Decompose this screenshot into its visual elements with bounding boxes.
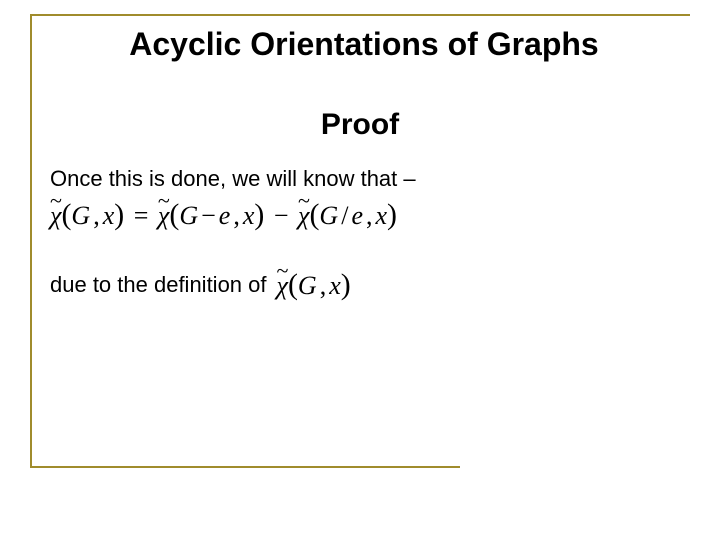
slide: Acyclic Orientations of Graphs Proof Onc…	[0, 0, 720, 540]
chi-tilde: ~ χ	[298, 201, 309, 231]
arg-G: G	[179, 201, 198, 230]
minus-sign: −	[198, 201, 219, 230]
arg-x: x	[103, 201, 115, 230]
equation-inline: ~ χ (G,x)	[277, 268, 351, 302]
rparen: )	[387, 198, 397, 231]
chi-tilde: ~ χ	[277, 271, 288, 301]
arg-G: G	[319, 201, 338, 230]
rparen: )	[254, 198, 264, 231]
slash-sign: /	[338, 201, 351, 230]
arg-G: G	[71, 201, 90, 230]
arg-e: e	[351, 201, 363, 230]
tilde-icon: ~	[158, 188, 170, 214]
chi-tilde: ~ χ	[158, 201, 169, 231]
rparen: )	[114, 198, 124, 231]
lparen: (	[288, 268, 298, 301]
minus-sign: −	[271, 201, 292, 230]
arg-x: x	[375, 201, 387, 230]
frame-left	[30, 14, 32, 466]
proof-line-2: due to the definition of ~ χ (G,x)	[50, 268, 351, 302]
frame-bottom	[30, 466, 460, 468]
comma: ,	[363, 201, 376, 230]
slide-subtitle: Proof	[0, 108, 720, 142]
arg-G: G	[298, 271, 317, 300]
arg-x: x	[329, 271, 341, 300]
lparen: (	[169, 198, 179, 231]
slide-title: Acyclic Orientations of Graphs	[54, 26, 674, 63]
equals-sign: =	[131, 201, 152, 230]
lparen: (	[61, 198, 71, 231]
comma: ,	[230, 201, 243, 230]
rparen: )	[341, 268, 351, 301]
chi-tilde: ~ χ	[50, 201, 61, 231]
frame-top	[30, 14, 690, 16]
arg-e: e	[219, 201, 231, 230]
tilde-icon: ~	[298, 188, 310, 214]
comma: ,	[317, 271, 330, 300]
tilde-icon: ~	[277, 258, 289, 284]
proof-line-2-text: due to the definition of	[50, 272, 267, 298]
tilde-icon: ~	[50, 188, 62, 214]
arg-x: x	[243, 201, 255, 230]
comma: ,	[90, 201, 103, 230]
proof-line-1: Once this is done, we will know that –	[50, 166, 416, 192]
equation-main: ~ χ (G,x) = ~ χ (G−e,x) − ~ χ (G/e,x)	[50, 198, 397, 232]
lparen: (	[309, 198, 319, 231]
